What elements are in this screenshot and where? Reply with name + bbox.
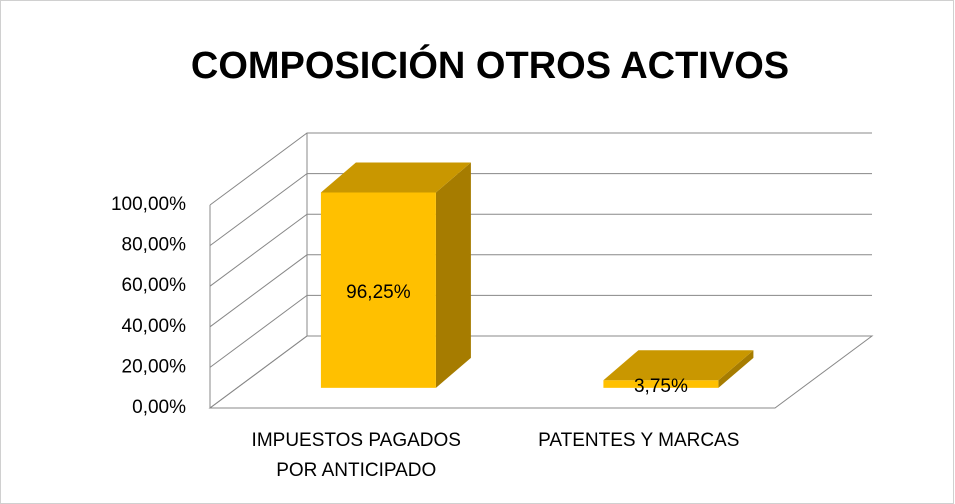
- y-tick-label: 0,00%: [132, 397, 186, 418]
- bar: [603, 380, 719, 388]
- y-tick-label: 100,00%: [111, 194, 186, 215]
- bar-side: [435, 162, 471, 388]
- grid-line: [209, 173, 872, 247]
- data-label: 96,25%: [346, 282, 411, 303]
- grid-line: [209, 213, 872, 287]
- chart-title: COMPOSICIÓN OTROS ACTIVOS: [191, 43, 789, 87]
- bar: [320, 192, 436, 388]
- grid-line: [209, 254, 872, 328]
- y-tick-label: 20,00%: [122, 356, 187, 377]
- x-tick-label: PATENTES Y MARCAS: [538, 430, 740, 451]
- bar-top: [603, 350, 754, 381]
- y-tick-label: 40,00%: [122, 316, 187, 337]
- x-tick-label: IMPUESTOS PAGADOS POR ANTICIPADO: [251, 430, 461, 481]
- bar-top: [320, 162, 471, 193]
- grid-line: [209, 294, 872, 368]
- grid-line: [209, 132, 872, 206]
- y-tick-label: 80,00%: [122, 235, 187, 256]
- data-label: 3,75%: [634, 376, 688, 397]
- y-tick-label: 60,00%: [122, 275, 187, 296]
- bar-side: [718, 350, 754, 388]
- grid-line: [209, 335, 872, 409]
